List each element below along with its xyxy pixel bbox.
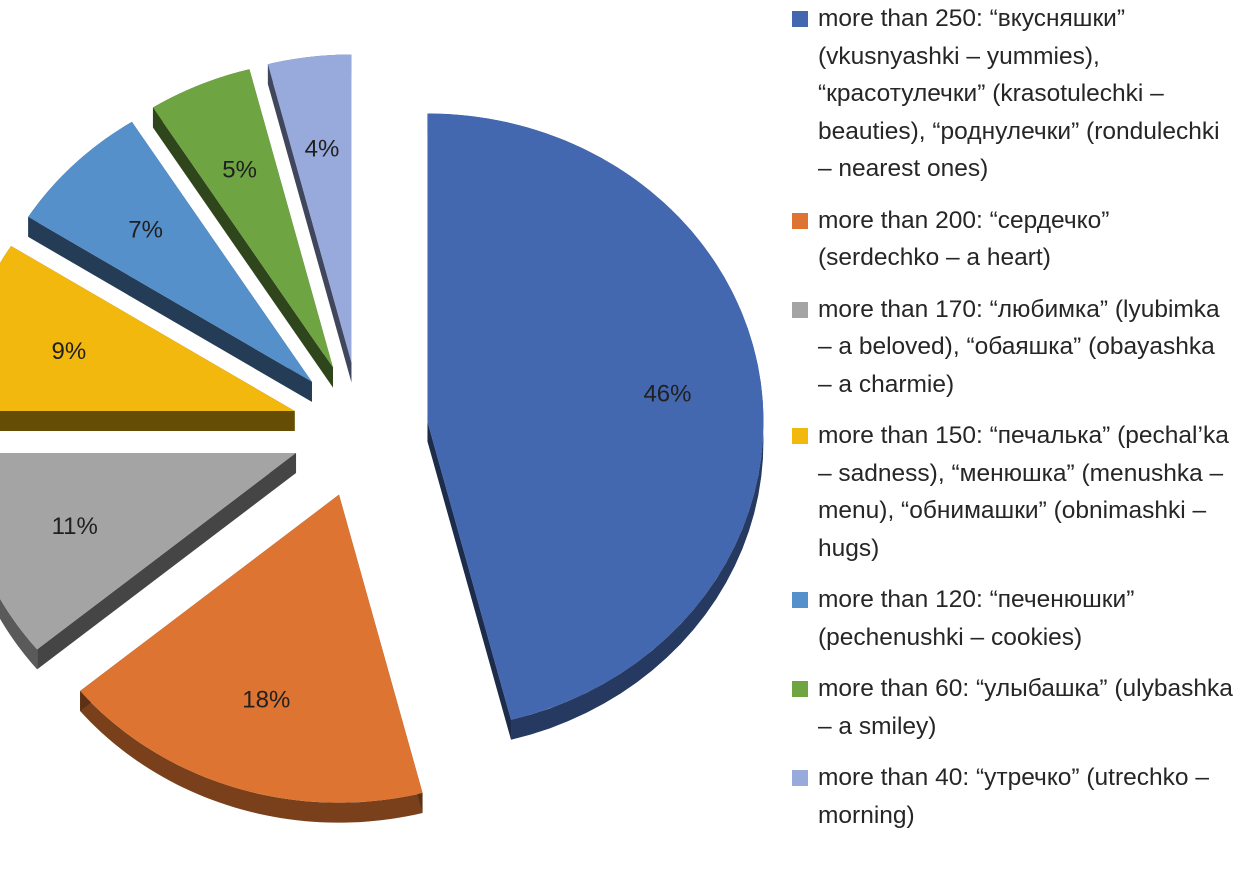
legend-label: more than 150: “печалька” (pechal’ka – s…	[818, 422, 1229, 562]
legend-swatch	[792, 301, 808, 318]
pie-slice-side-46pct-1	[427, 421, 512, 740]
pie-label-layer: 46% 18% 11% 9% 7% 5% 4%	[51, 136, 691, 714]
legend-label: more than 60: “улыбашка” (ulybashka – a …	[818, 675, 1233, 740]
pie-slice-side-4pct-0	[267, 64, 352, 383]
pie-slice-9pct	[0, 245, 295, 412]
pie-slice-side-5pct-0	[152, 107, 333, 388]
legend-swatch	[792, 428, 808, 444]
pie-slice-7pct	[28, 121, 312, 382]
pie-slice-side-9pct-0	[0, 411, 295, 432]
pie-chart: 46% 18% 11% 9% 7% 5% 4%	[0, 54, 764, 823]
pie-slice-11pct	[0, 453, 297, 650]
pie-slice-rim-18pct	[80, 690, 423, 823]
legend-item: more than 250: “вкусняшки” (vkusnyashki …	[790, 0, 1235, 188]
pie-slice-46pct	[427, 113, 764, 720]
pie-slice-5pct	[152, 69, 333, 368]
pie-top-layer	[0, 54, 764, 803]
legend-item: more than 150: “печалька” (pechal’ka – s…	[790, 417, 1235, 567]
legend-swatch	[792, 592, 808, 608]
pie-slice-label-46pct: 46%	[643, 381, 691, 408]
legend-item: more than 60: “улыбашка” (ulybashka – a …	[790, 670, 1235, 745]
legend-swatch	[792, 212, 808, 229]
pie-slice-label-7pct: 7%	[128, 216, 163, 243]
pie-slice-label-4pct: 4%	[305, 136, 340, 163]
legend-item: more than 200: “сердечко” (serdechko – a…	[790, 202, 1235, 277]
pie-slice-rim-11pct	[0, 598, 38, 670]
chart-legend: more than 250: “вкусняшки” (vkusnyashki …	[790, 0, 1235, 848]
legend-label: more than 40: “утречко” (utrechko – morn…	[818, 764, 1209, 829]
pie-slice-18pct	[80, 494, 423, 803]
legend-item: more than 170: “любимка” (lyubimka – a b…	[790, 291, 1235, 404]
pie-slice-label-9pct: 9%	[51, 338, 86, 365]
legend-label: more than 200: “сердечко” (serdechko – a…	[818, 206, 1110, 272]
pie-slice-side-11pct-0	[37, 453, 297, 670]
legend-item: more than 120: “печенюшки” (pechenushki …	[790, 581, 1235, 656]
pie-slice-label-18pct: 18%	[242, 687, 290, 714]
legend-swatch	[792, 681, 808, 697]
legend-label: more than 120: “печенюшки” (pechenushki …	[818, 586, 1135, 651]
pie-slice-label-5pct: 5%	[222, 157, 257, 184]
legend-item: more than 40: “утречко” (utrechko – morn…	[790, 759, 1235, 834]
legend-swatch	[792, 770, 808, 786]
legend-label: more than 170: “любимка” (lyubimka – a b…	[818, 295, 1220, 398]
legend-swatch	[792, 11, 808, 27]
legend-label: more than 250: “вкусняшки” (vkusnyashki …	[818, 5, 1220, 182]
pie-slice-side-7pct-0	[28, 216, 312, 402]
pie-slice-4pct	[267, 54, 352, 363]
pie-slice-label-11pct: 11%	[52, 513, 98, 540]
